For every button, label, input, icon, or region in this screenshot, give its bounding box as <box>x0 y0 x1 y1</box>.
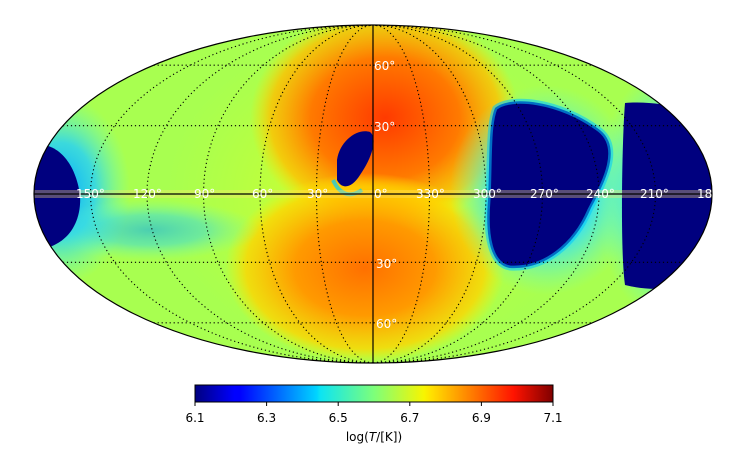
lat-label-30n: 30° <box>374 120 395 134</box>
lon-label-300: 300° <box>473 187 502 201</box>
colorbar-tick-label: 6.3 <box>257 411 276 425</box>
south-hot-lobe <box>225 173 505 363</box>
colorbar-gradient <box>194 384 554 403</box>
colorbar-tick-label: 6.5 <box>329 411 348 425</box>
latitude-labels: 60° 30° 30° 60° <box>374 59 397 331</box>
lon-label-240: 240° <box>586 187 615 201</box>
colorbar-tick-label: 6.9 <box>472 411 491 425</box>
lon-label-330: 330° <box>416 187 445 201</box>
map-outline <box>33 24 713 364</box>
cold-blob-center <box>337 131 374 187</box>
colorbar-tick-label: 6.1 <box>185 411 204 425</box>
lon-label-270: 270° <box>530 187 559 201</box>
lon-label-90: 90° <box>194 187 215 201</box>
lon-label-60: 60° <box>252 187 273 201</box>
cold-region-edge-left <box>34 144 81 250</box>
lon-label-180: 18 <box>697 187 712 201</box>
colorbar-tick-label: 6.7 <box>400 411 419 425</box>
lon-label-120: 120° <box>133 187 162 201</box>
meridian-line <box>259 25 374 363</box>
colorbar-label: log(T/[K]) <box>346 430 402 444</box>
lat-label-60s: 60° <box>376 317 397 331</box>
colorbar-ticks: 6.1 6.3 6.5 6.7 6.9 7.1 <box>185 402 563 425</box>
lon-label-210: 210° <box>640 187 669 201</box>
meridian-line <box>202 25 374 363</box>
colorbar: 6.1 6.3 6.5 6.7 6.9 7.1 log(T/[K]) <box>185 384 563 444</box>
lat-label-30s: 30° <box>376 257 397 271</box>
lon-label-0: 0° <box>374 187 388 201</box>
lon-label-30: 30° <box>307 187 328 201</box>
lat-label-60n: 60° <box>374 59 395 73</box>
longitude-labels: 150° 120° 90° 60° 30° 0° 330° 300° 270° … <box>76 187 712 201</box>
colorbar-tick-label: 7.1 <box>543 411 562 425</box>
cold-region-edge-right <box>621 102 712 289</box>
lon-label-150: 150° <box>76 187 105 201</box>
